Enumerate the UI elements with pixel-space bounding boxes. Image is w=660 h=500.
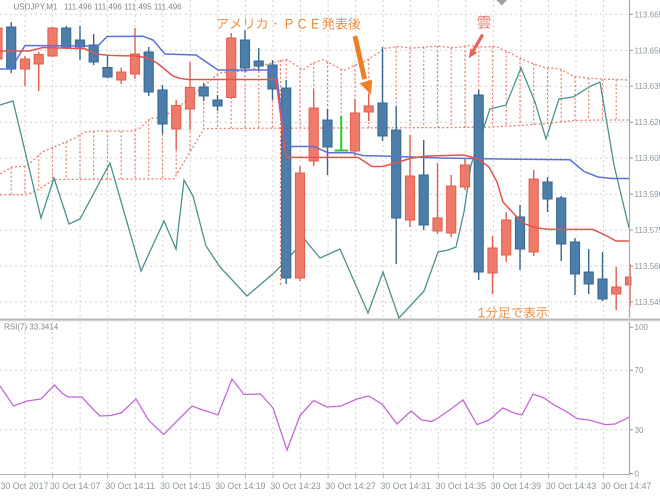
svg-text:113.605: 113.605 — [635, 154, 660, 163]
svg-text:USDJPY,M1 111.496 111.496 11: USDJPY,M1 111.496 111.496 111.495 111.49… — [14, 3, 183, 12]
svg-text:30 Oct 14:35: 30 Oct 14:35 — [436, 481, 486, 491]
svg-text:30 Oct 14:11: 30 Oct 14:11 — [105, 481, 155, 491]
svg-text:113.635: 113.635 — [635, 82, 660, 91]
svg-text:113.545: 113.545 — [635, 298, 660, 307]
svg-text:30 Oct 14:19: 30 Oct 14:19 — [215, 481, 265, 491]
svg-text:113.620: 113.620 — [635, 118, 660, 127]
svg-text:RSI(7) 33.3414: RSI(7) 33.3414 — [4, 323, 59, 332]
svg-text:113.650: 113.650 — [635, 46, 660, 55]
svg-text:30 Oct 14:15: 30 Oct 14:15 — [160, 481, 210, 491]
svg-text:113.590: 113.590 — [635, 190, 660, 199]
svg-text:30 Oct 14:39: 30 Oct 14:39 — [491, 481, 541, 491]
svg-text:113.665: 113.665 — [635, 10, 660, 19]
svg-text:113.560: 113.560 — [635, 262, 660, 271]
svg-text:0: 0 — [635, 470, 640, 479]
svg-text:30 Oct 14:31: 30 Oct 14:31 — [381, 481, 431, 491]
svg-text:30 Oct 2017: 30 Oct 2017 — [1, 481, 49, 491]
svg-text:30 Oct 14:27: 30 Oct 14:27 — [325, 481, 375, 491]
svg-text:30 Oct 14:47: 30 Oct 14:47 — [601, 481, 651, 491]
svg-text:113.575: 113.575 — [635, 226, 660, 235]
svg-text:100: 100 — [635, 323, 649, 332]
svg-text:30 Oct 14:07: 30 Oct 14:07 — [50, 481, 100, 491]
svg-text:30 Oct 14:23: 30 Oct 14:23 — [270, 481, 320, 491]
svg-text:70: 70 — [635, 366, 645, 375]
svg-text:30 Oct 14:43: 30 Oct 14:43 — [546, 481, 596, 491]
svg-text:30: 30 — [635, 426, 645, 435]
